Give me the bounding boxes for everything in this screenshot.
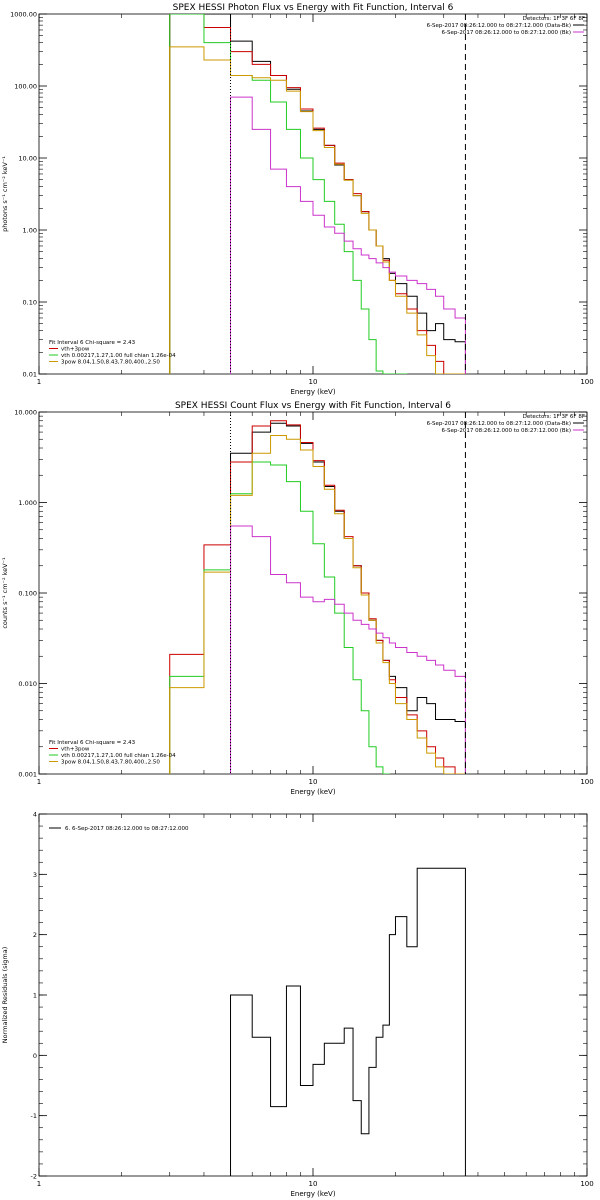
y-tick-label: 0: [33, 1052, 37, 1060]
series-line-4: [169, 46, 466, 374]
legend-bottom-left-entry: Fit Interval 6 Chi-square = 2.43: [49, 340, 136, 346]
axes-frame: [38, 813, 588, 1177]
legend-bottom-left-entry: 3pow 8.04,1.50,8.43,7.80,400.,2.50: [61, 360, 160, 366]
legend-bottom-left-entry: vth+3pow: [61, 747, 90, 753]
series-line-4: [169, 435, 466, 774]
series-line-5: [230, 525, 466, 774]
series-line-2: [169, 14, 466, 374]
x-tick-label: 1: [37, 378, 41, 386]
y-tick-label: 0.10: [23, 299, 37, 307]
legend-top-right-entry: Detectors: 1F 3F 6F 8F: [523, 16, 585, 22]
chart-panel-2: SPEX HESSI Count Flux vs Energy with Fit…: [1, 401, 594, 796]
legend-bottom-left-entry: vth+3pow: [61, 347, 90, 353]
y-tick-label: 0.010: [18, 680, 37, 688]
y-tick-label: 100.00: [14, 83, 37, 91]
x-tick-label: 1: [37, 1180, 41, 1188]
plot-area: [169, 420, 466, 774]
legend-bottom-left-entry: Fit Interval 6 Chi-square = 2.43: [49, 740, 136, 746]
chart-title: SPEX HESSI Count Flux vs Energy with Fit…: [175, 401, 451, 411]
y-tick-label: 0.001: [18, 771, 37, 779]
y-axis-label: photons s⁻¹ cm⁻² keV⁻¹: [1, 156, 9, 232]
y-tick-label: 10.00: [18, 155, 37, 163]
chart-panel-3: 1 10 100 Energy (keV) -2 -1 0 1 2 3 4 Normalized Re…: [1, 811, 594, 1199]
x-tick-label: 100: [580, 378, 593, 386]
x-tick-label: 100: [580, 1180, 593, 1188]
x-tick-label: 1: [37, 778, 41, 786]
legend-top-right-entry: 6-Sep-2017 08:26:12.000 to 08:27:12.000 …: [442, 428, 572, 434]
y-tick-label: -1: [31, 1112, 37, 1120]
x-tick-label: 100: [580, 778, 593, 786]
x-tick-label: 10: [309, 378, 318, 386]
y-tick-label: 1.00: [23, 227, 37, 235]
series-line-1: [230, 867, 466, 1176]
legend-top-right-entry: 6-Sep-2017 08:26:12.000 to 08:27:12.000 …: [442, 30, 572, 36]
series-line-2: [169, 420, 466, 774]
legend-bottom-left-entry: vth 0.00217,1.27,1.00 full chian 1.26e-0…: [61, 753, 176, 759]
legend-top-right-entry: 6-Sep-2017 08:26:12.000 to 08:27:12.000 …: [427, 23, 571, 29]
y-tick-label: 3: [33, 871, 37, 879]
legend-bottom-left-entry: 3pow 8.04,1.50,8.43,7.80,400.,2.50: [61, 760, 160, 766]
axes-frame: [38, 13, 588, 375]
x-axis-label: Energy (keV): [290, 1190, 335, 1198]
x-tick-label: 10: [309, 778, 318, 786]
legend-top-left-entry: 6. 6-Sep-2017 08:26:12.000 to 08:27:12.0…: [65, 826, 189, 832]
series-line-1: [169, 14, 466, 374]
plot-area: [230, 867, 466, 1176]
series-line-3: [169, 461, 390, 774]
plot-area: [169, 14, 466, 374]
legend-top-right-entry: 6-Sep-2017 08:26:12.000 to 08:27:12.000 …: [427, 421, 571, 427]
series-line-3: [169, 14, 408, 374]
y-tick-label: 0.01: [23, 371, 37, 379]
y-tick-label: 1: [33, 992, 37, 1000]
y-axis-label: counts s⁻¹ cm⁻² keV⁻¹: [1, 557, 9, 629]
y-tick-label: 10.000: [14, 409, 37, 417]
x-tick-label: 10: [309, 1180, 318, 1188]
chart-title: SPEX HESSI Photon Flux vs Energy with Fi…: [173, 3, 454, 13]
y-tick-label: 2: [33, 931, 37, 939]
series-line-5: [230, 96, 466, 374]
x-axis-label: Energy (keV): [290, 788, 335, 796]
y-tick-label: 1000.00: [10, 11, 37, 19]
legend-top-right-entry: Detectors: 1F 3F 6F 8F: [523, 414, 585, 420]
series-line-1: [230, 422, 466, 774]
y-axis-label: Normalized Residuals (sigma): [1, 947, 9, 1044]
chart-panel-1: SPEX HESSI Photon Flux vs Energy with Fi…: [1, 3, 594, 396]
y-tick-label: 0.100: [18, 590, 37, 598]
y-tick-label: 4: [33, 811, 37, 819]
x-axis-label: Energy (keV): [290, 388, 335, 396]
y-tick-label: 1.000: [18, 499, 37, 507]
legend-bottom-left-entry: vth 0.00217,1.27,1.00 full chian 1.26e-0…: [61, 353, 176, 359]
y-tick-label: -2: [31, 1173, 37, 1181]
